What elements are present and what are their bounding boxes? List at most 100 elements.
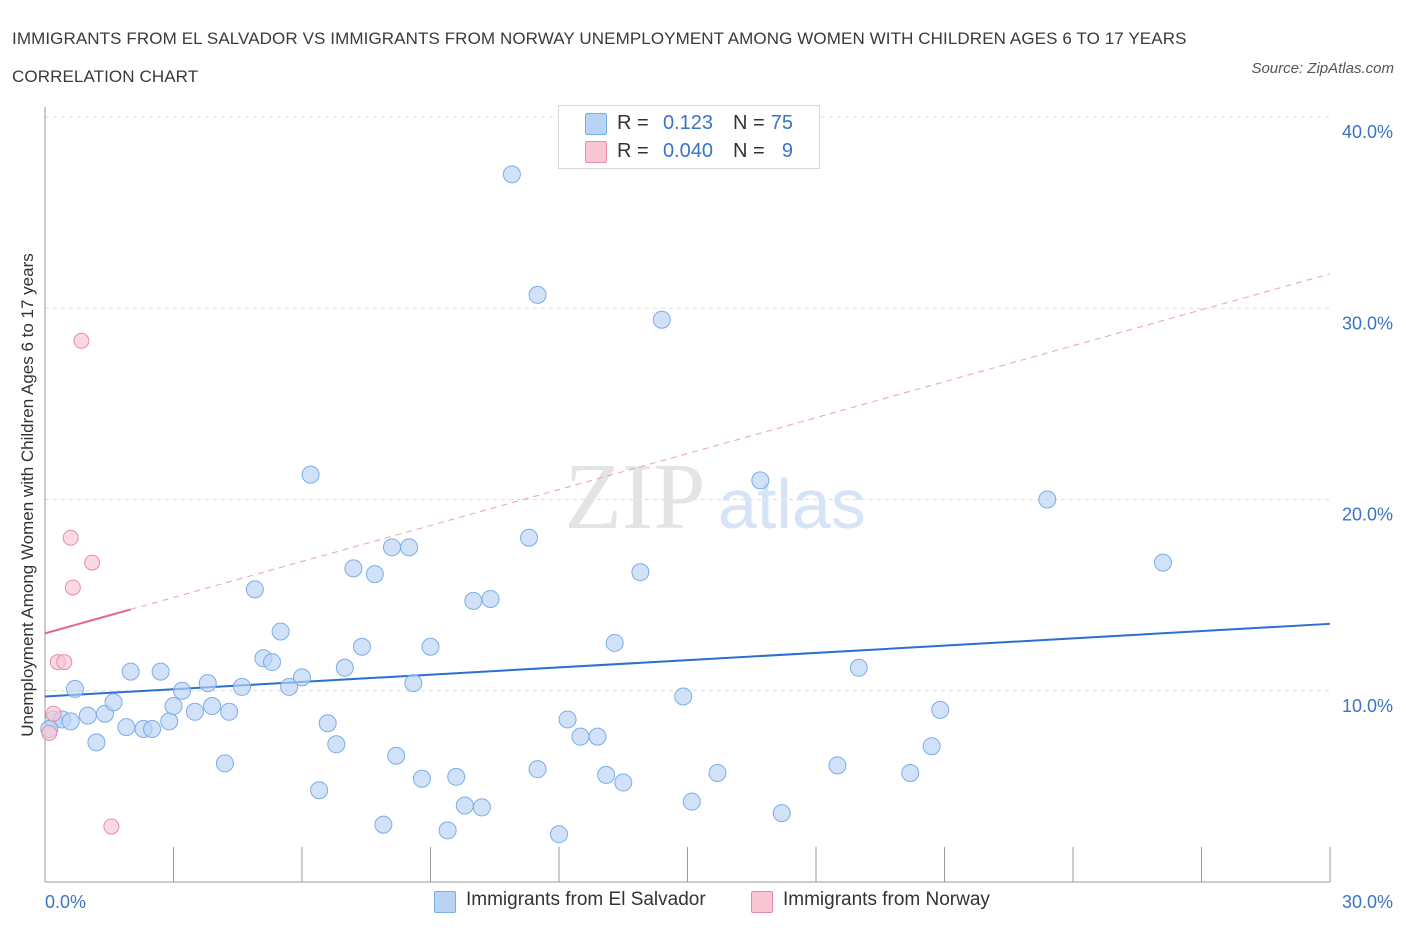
y-tick-label: 40.0% (1342, 122, 1393, 142)
point-el-salvador (455, 796, 474, 815)
point-el-salvador (365, 565, 384, 584)
bottom-legend-swatch-norway (751, 891, 773, 913)
legend-n-value: 9 (781, 140, 793, 162)
point-el-salvador (293, 668, 311, 687)
point-el-salvador (901, 763, 920, 782)
point-norway (84, 554, 101, 571)
point-el-salvador (550, 825, 568, 844)
point-el-salvador (143, 720, 162, 738)
point-el-salvador (652, 310, 671, 329)
point-el-salvador (78, 706, 97, 725)
trendline-norway-solid (44, 608, 131, 635)
point-el-salvador (558, 710, 577, 729)
point-el-salvador (198, 674, 217, 693)
point-el-salvador (674, 687, 693, 706)
point-el-salvador (631, 563, 650, 582)
legend-r-value: 0.040 (662, 140, 713, 162)
x-tick-label: 30.0% (1342, 892, 1393, 912)
point-el-salvador (849, 658, 868, 677)
point-el-salvador (1038, 490, 1057, 509)
point-el-salvador (87, 733, 106, 752)
trend-layer (44, 273, 1331, 698)
point-el-salvador (263, 653, 282, 672)
point-el-salvador (151, 662, 170, 681)
point-el-salvador (472, 798, 491, 817)
point-norway (41, 724, 58, 741)
legend-n-value: 75 (770, 112, 793, 134)
trendline-el-salvador (44, 622, 1331, 698)
bottom-legend-label-norway: Immigrants from Norway (783, 889, 990, 910)
point-el-salvador (121, 662, 140, 681)
point-el-salvador (438, 821, 457, 840)
point-norway (64, 579, 81, 596)
point-el-salvador (280, 677, 299, 696)
point-el-salvador (233, 677, 252, 696)
point-el-salvador (382, 538, 401, 557)
point-el-salvador (310, 781, 329, 800)
source-credit: Source: ZipAtlas.com (1251, 60, 1394, 77)
legend-r-label: R = (617, 112, 649, 134)
point-el-salvador (605, 633, 624, 652)
grid-layer (45, 116, 1330, 692)
point-el-salvador (828, 756, 847, 775)
bottom-legend-label-el-salvador: Immigrants from El Salvador (466, 889, 706, 910)
point-el-salvador (571, 727, 590, 746)
point-el-salvador (203, 697, 222, 716)
y-tick-label: 30.0% (1342, 313, 1393, 333)
point-el-salvador (682, 792, 701, 811)
point-el-salvador (751, 471, 770, 490)
point-el-salvador (185, 702, 204, 721)
legend-r-value: 0.123 (662, 112, 713, 134)
point-el-salvador (464, 591, 483, 610)
point-el-salvador (772, 804, 791, 823)
point-el-salvador (160, 712, 179, 731)
point-el-salvador (597, 765, 616, 784)
correlation-legend: R = 0.123 N = 75 R = 0.040 N = 9 (558, 105, 820, 169)
point-el-salvador (588, 727, 607, 746)
point-el-salvador (327, 735, 346, 754)
point-el-salvador (931, 700, 950, 719)
point-el-salvador (215, 754, 234, 773)
point-el-salvador (318, 714, 337, 733)
y-tick-label: 20.0% (1342, 505, 1393, 525)
point-el-salvador (404, 674, 423, 693)
point-el-salvador (374, 815, 393, 834)
point-norway (103, 818, 120, 835)
point-el-salvador (528, 285, 547, 304)
y-tick-label: 10.0% (1342, 696, 1393, 716)
points-layer (40, 165, 1172, 844)
x-tick-label: 0.0% (45, 892, 86, 912)
point-el-salvador (65, 679, 84, 698)
point-el-salvador (173, 681, 192, 700)
point-el-salvador (400, 538, 419, 557)
point-el-salvador (117, 718, 136, 737)
point-el-salvador (502, 165, 521, 184)
point-el-salvador (335, 658, 354, 677)
legend-n-label: N = (733, 140, 765, 162)
point-el-salvador (271, 622, 290, 641)
point-norway (62, 529, 79, 546)
watermark: ZIP atlas (565, 445, 866, 549)
point-el-salvador (421, 637, 440, 656)
point-el-salvador (104, 693, 123, 712)
legend-r-label: R = (617, 140, 649, 162)
point-el-salvador (922, 737, 941, 756)
watermark-atlas: atlas (718, 465, 866, 543)
point-el-salvador (245, 580, 264, 599)
watermark-zip: ZIP (565, 445, 706, 549)
point-el-salvador (520, 528, 539, 547)
legend-swatch-el-salvador (585, 113, 607, 135)
point-el-salvador (344, 559, 363, 578)
point-el-salvador (528, 760, 547, 779)
chart-title: IMMIGRANTS FROM EL SALVADOR VS IMMIGRANT… (12, 29, 1187, 86)
point-el-salvador (164, 697, 183, 716)
point-el-salvador (481, 589, 500, 608)
point-norway (56, 654, 73, 671)
point-norway (45, 705, 62, 722)
legend-n-label: N = (733, 112, 765, 134)
point-el-salvador (412, 769, 431, 788)
point-el-salvador (708, 763, 727, 782)
point-el-salvador (447, 767, 466, 786)
trendline-norway-dashed (130, 273, 1331, 610)
